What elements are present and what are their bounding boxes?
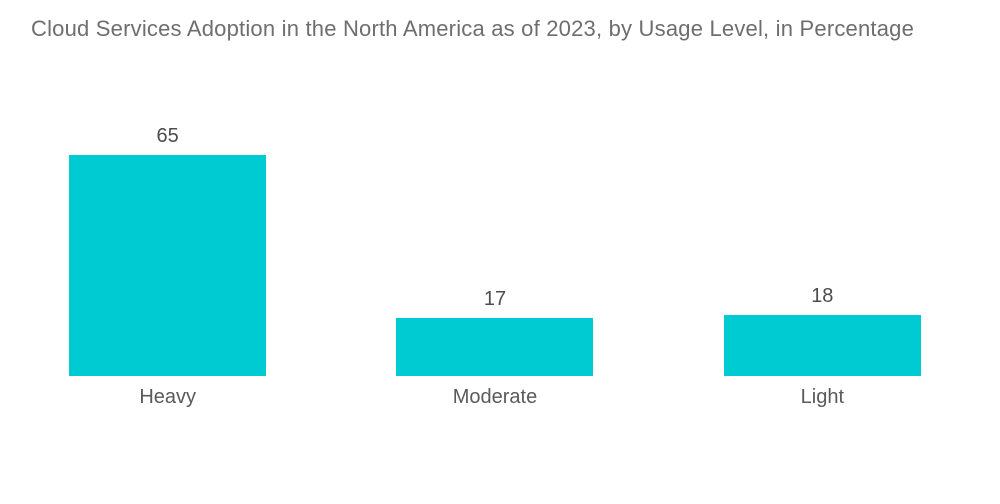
bar-label-light: Light xyxy=(800,386,844,408)
bar-light xyxy=(723,315,921,376)
bar-label-heavy: Heavy xyxy=(139,386,197,408)
bar-group-heavy: 65 xyxy=(4,126,331,376)
bar-moderate xyxy=(396,318,594,376)
chart-title: Cloud Services Adoption in the North Ame… xyxy=(31,16,915,41)
bar-group-light: 18 xyxy=(659,286,986,376)
plot-area: 65 17 18 xyxy=(4,0,986,376)
bar-value-moderate: 17 xyxy=(483,288,507,310)
bar-value-light: 18 xyxy=(811,285,834,307)
category-axis: Heavy Moderate Light xyxy=(4,385,986,409)
bar-label-moderate: Moderate xyxy=(452,386,538,408)
bar-heavy xyxy=(69,155,267,376)
bar-value-heavy: 65 xyxy=(156,125,179,147)
bar-group-moderate: 17 xyxy=(331,289,658,376)
